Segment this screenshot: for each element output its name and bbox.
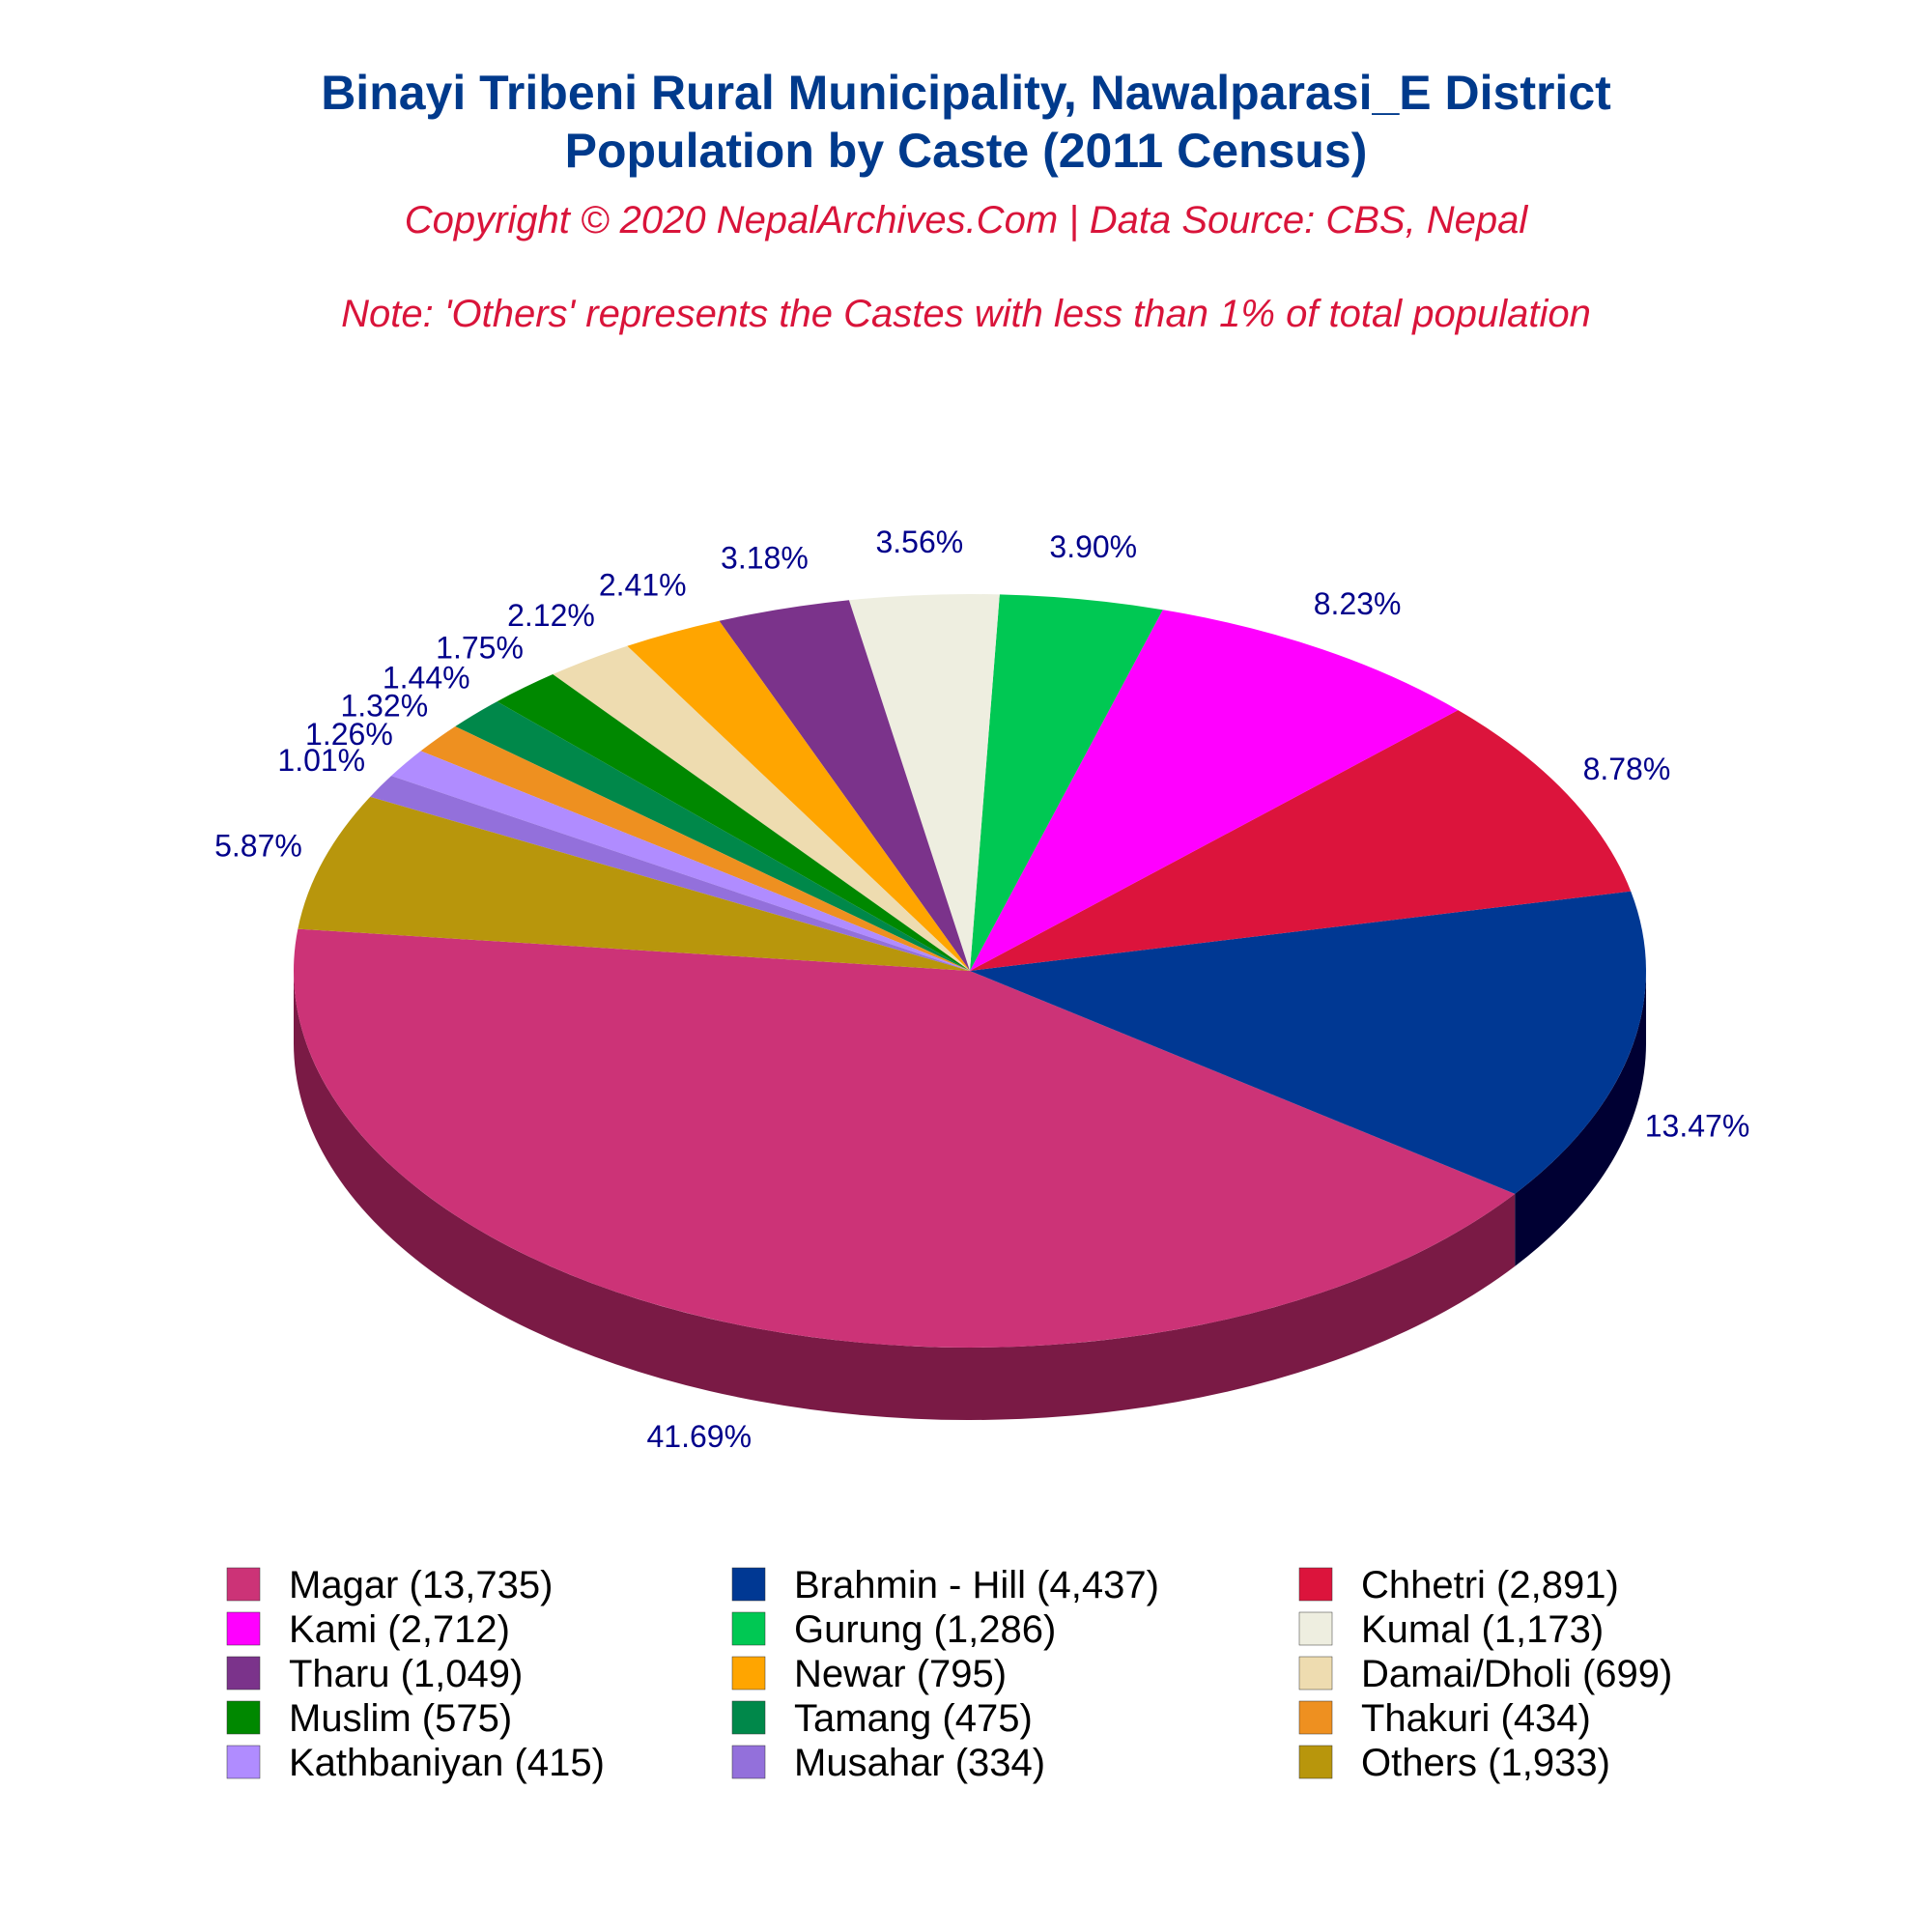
pie-slice-gurung [970,594,1163,971]
pct-label-brahmin-hill: 13.47% [1645,1108,1750,1143]
pct-label-chhetri: 8.78% [1583,752,1671,786]
legend-swatch-kami [226,1611,261,1646]
pie-slice-newar [627,620,970,971]
legend-label-tamang: Tamang (475) [794,1697,1033,1740]
legend-label-magar: Magar (13,735) [289,1564,553,1606]
legend-swatch-magar [226,1567,261,1602]
legend-label-chhetri: Chhetri (2,891) [1361,1564,1619,1606]
pct-label-newar: 2.41% [599,567,687,602]
pct-label-magar: 41.69% [647,1419,753,1454]
legend-swatch-tharu [226,1656,261,1690]
legend-swatch-others [1298,1745,1333,1779]
legend-label-gurung: Gurung (1,286) [794,1608,1056,1651]
pct-label-tamang: 1.44% [383,660,470,695]
pct-label-damai-dholi: 2.12% [507,598,595,633]
pct-label-thakuri: 1.32% [340,689,428,724]
pct-label-gurung: 3.90% [1049,529,1137,564]
legend-label-newar: Newar (795) [794,1653,1007,1695]
chart-title-line-1: Binayi Tribeni Rural Municipality, Nawal… [321,66,1611,120]
legend-label-muslim: Muslim (575) [289,1697,512,1740]
pct-label-musahar: 1.01% [277,743,365,778]
legend-label-kumal: Kumal (1,173) [1361,1608,1604,1651]
pie-slice-tamang [455,701,970,971]
pie-slice-musahar [370,776,970,971]
pct-label-tharu: 3.18% [721,540,809,575]
pie-slice-tharu [719,600,970,971]
legend-swatch-kumal [1298,1611,1333,1646]
legend-swatch-damai-dholi [1298,1656,1333,1690]
pie-top-slices [294,594,1646,1348]
legend-swatch-kathbaniyan [226,1745,261,1779]
pie-slice-others [298,796,971,971]
legend: Magar (13,735) Brahmin - Hill (4,437) Chhe… [226,1564,1672,1784]
legend-label-damai-dholi: Damai/Dholi (699) [1361,1653,1672,1695]
pie-slice-magar [294,928,1516,1348]
legend-label-brahmin-hill: Brahmin - Hill (4,437) [794,1564,1159,1606]
pct-label-muslim: 1.75% [436,630,524,665]
pie-percent-labels: 41.69% 13.47% 8.78% 8.23% 3.90% 3.56% 3.18% 2.4… [214,525,1749,1454]
legend-label-kathbaniyan: Kathbaniyan (415) [289,1742,605,1784]
pie-slice-kami [970,610,1459,971]
pie-side-walls [294,971,1646,1420]
pie-slice-kumal [848,594,1000,971]
pct-label-others: 5.87% [214,828,302,863]
note-subtitle: Note: 'Others' represents the Castes wit… [341,293,1591,335]
legend-swatch-thakuri [1298,1700,1333,1735]
legend-swatch-chhetri [1298,1567,1333,1602]
pie-side-magar [294,971,1516,1420]
pie-slice-damai-dholi [553,645,970,971]
pct-label-kumal: 3.56% [875,525,963,559]
pct-label-kathbaniyan: 1.26% [305,717,393,752]
legend-swatch-muslim [226,1700,261,1735]
pie-slice-chhetri [970,710,1632,971]
pie-slice-thakuri [420,726,970,971]
legend-swatch-newar [731,1656,766,1690]
chart-title-line-2: Population by Caste (2011 Census) [565,124,1368,178]
legend-swatch-tamang [731,1700,766,1735]
pie-slice-kathbaniyan [391,751,970,971]
legend-swatch-brahmin-hill [731,1567,766,1602]
pie-side-brahmin-hill [1515,971,1646,1266]
legend-label-others: Others (1,933) [1361,1742,1610,1784]
pie-slice-muslim [497,674,970,971]
legend-swatch-musahar [731,1745,766,1779]
legend-swatch-gurung [731,1611,766,1646]
pct-label-kami: 8.23% [1314,586,1402,621]
copyright-subtitle: Copyright © 2020 NepalArchives.Com | Dat… [405,199,1529,242]
legend-label-thakuri: Thakuri (434) [1361,1697,1591,1740]
pie-slice-brahmin-hill [970,891,1646,1194]
legend-label-tharu: Tharu (1,049) [289,1653,523,1695]
legend-label-musahar: Musahar (334) [794,1742,1045,1784]
legend-label-kami: Kami (2,712) [289,1608,510,1651]
